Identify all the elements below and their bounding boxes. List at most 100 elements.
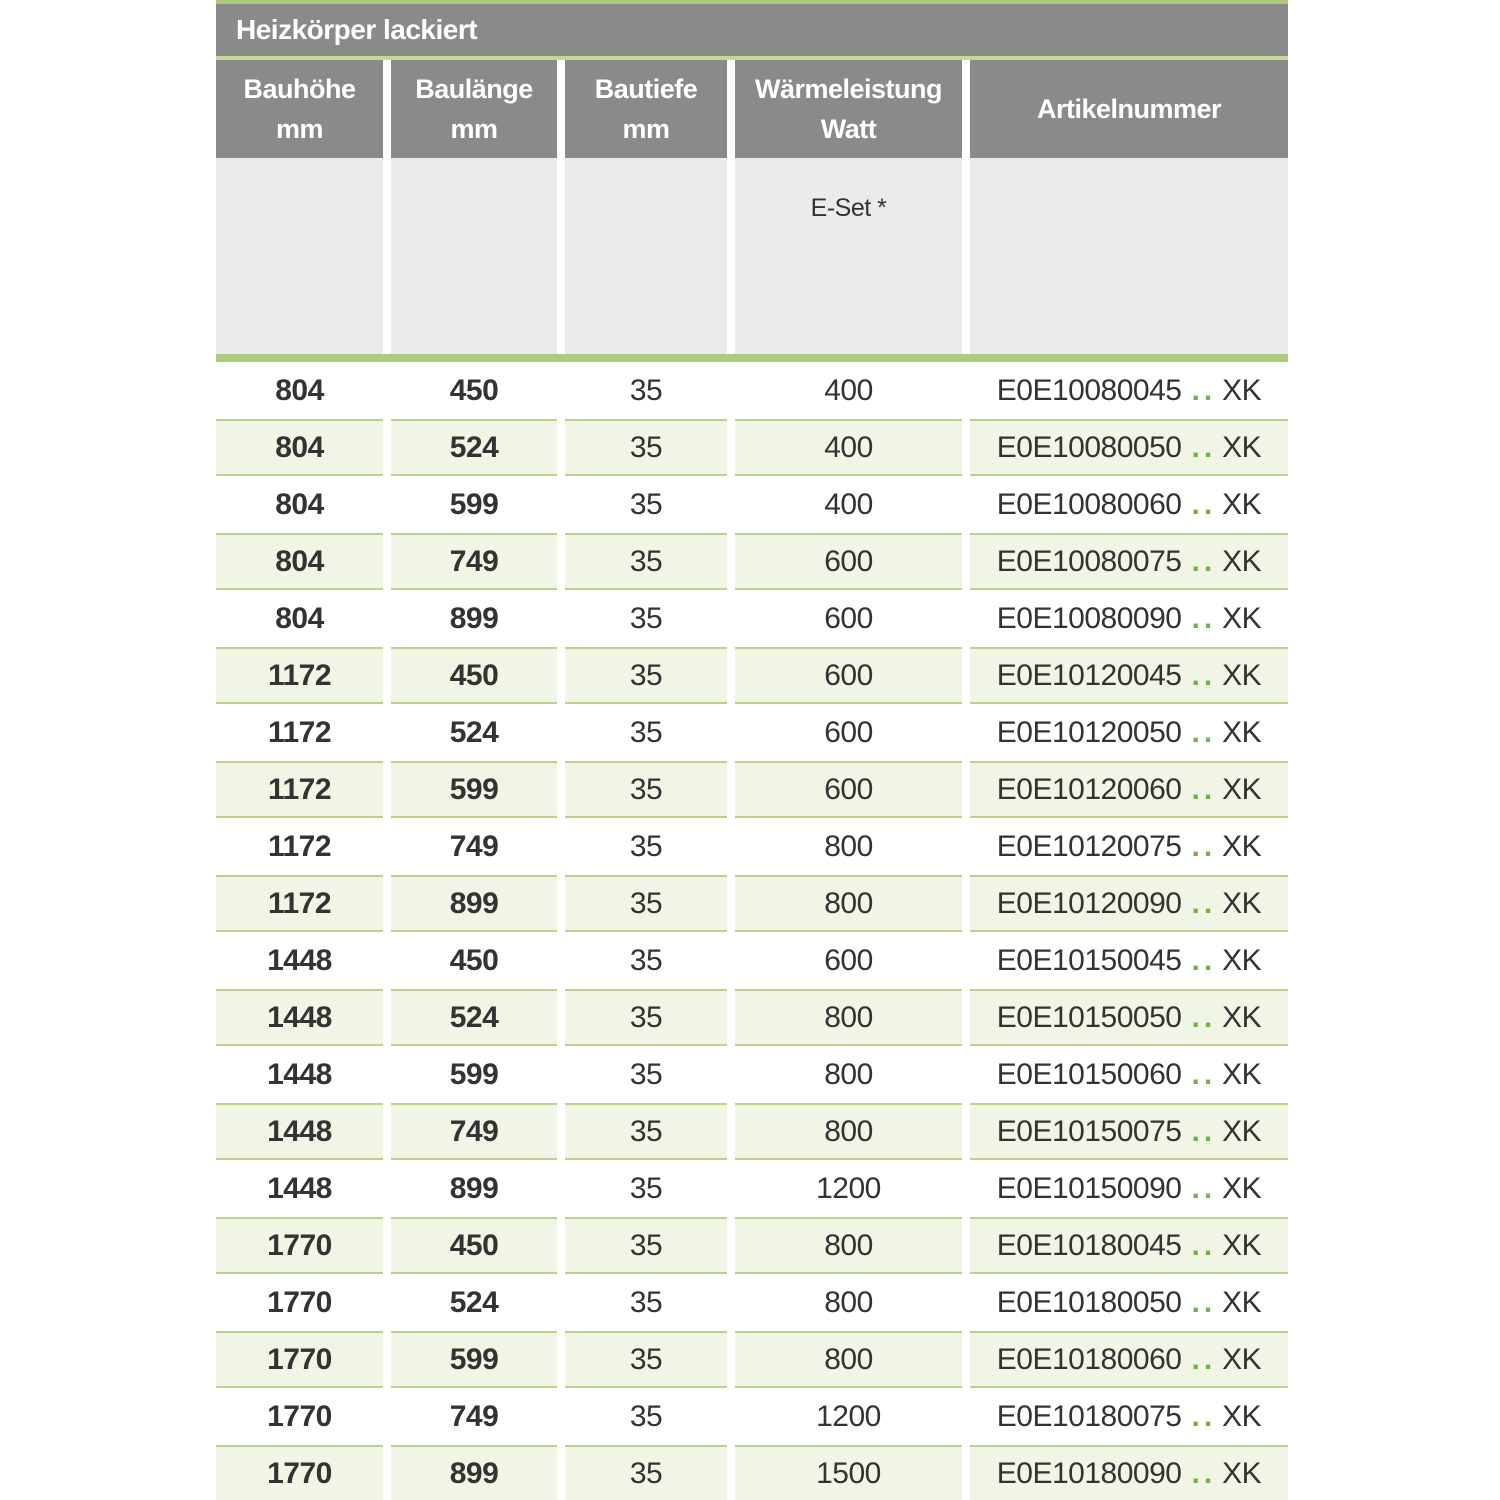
artikel-placeholder-dots: .. <box>1191 544 1217 578</box>
title-divider-line <box>216 56 1288 60</box>
cell-baulaenge: 450 <box>391 647 557 704</box>
artikel-suffix: XK <box>1222 658 1262 692</box>
artikel-suffix: XK <box>1222 1171 1262 1205</box>
artikel-code: E0E10150090 <box>996 1171 1182 1205</box>
column-header-waermeleistung: Wärmeleistung Watt <box>735 60 962 158</box>
artikel-code: E0E10150050 <box>996 1000 1182 1034</box>
cell-bautiefe: 35 <box>565 1445 727 1500</box>
cell-artikelnummer: E0E10180050.. XK <box>970 1274 1288 1331</box>
artikel-placeholder-dots: .. <box>1191 601 1217 635</box>
table-title-bar: Heizkörper lackiert <box>216 4 1288 56</box>
table-row: 804 899 35 600 E0E10080090.. XK <box>216 590 1288 647</box>
cell-baulaenge: 899 <box>391 1445 557 1500</box>
column-unit: mm <box>622 114 670 144</box>
artikel-suffix: XK <box>1222 1456 1262 1490</box>
table-row: 1172 599 35 600 E0E10120060.. XK <box>216 761 1288 818</box>
artikel-suffix: XK <box>1222 1000 1262 1034</box>
artikel-code: E0E10180060 <box>996 1342 1182 1376</box>
artikel-code: E0E10080060 <box>996 487 1182 521</box>
cell-waermeleistung: 800 <box>735 989 962 1046</box>
cell-baulaenge: 899 <box>449 601 499 635</box>
cell-baulaenge: 899 <box>391 875 557 932</box>
cell-bautiefe: 35 <box>629 829 663 863</box>
cell-bautiefe: 35 <box>629 487 663 521</box>
artikel-code: E0E10150060 <box>996 1057 1182 1091</box>
table-top-accent-line <box>216 0 1288 4</box>
cell-baulaenge: 524 <box>449 715 499 749</box>
cell-baulaenge: 599 <box>391 1331 557 1388</box>
table-row: 1770 599 35 800 E0E10180060.. XK <box>216 1331 1288 1388</box>
cell-bauhoehe: 1448 <box>267 1057 332 1091</box>
artikel-code: E0E10120075 <box>996 829 1182 863</box>
cell-waermeleistung: 600 <box>824 601 873 635</box>
cell-bauhoehe: 1770 <box>216 1217 383 1274</box>
artikel-suffix: XK <box>1222 544 1262 578</box>
header-separator-line <box>216 354 1288 362</box>
artikel-code: E0E10180050 <box>996 1285 1182 1319</box>
subheader-row: E-Set * <box>216 158 1288 354</box>
cell-artikelnummer: E0E10150050.. XK <box>970 989 1288 1046</box>
cell-bauhoehe: 1770 <box>267 1399 332 1433</box>
artikel-placeholder-dots: .. <box>1191 772 1217 806</box>
cell-bautiefe: 35 <box>565 647 727 704</box>
artikel-placeholder-dots: .. <box>1191 1399 1217 1433</box>
artikel-code: E0E10080045 <box>996 373 1182 407</box>
cell-bautiefe: 35 <box>565 1331 727 1388</box>
cell-waermeleistung: 600 <box>735 761 962 818</box>
artikel-suffix: XK <box>1222 1228 1262 1262</box>
cell-bautiefe: 35 <box>565 989 727 1046</box>
cell-waermeleistung: 600 <box>735 533 962 590</box>
cell-waermeleistung: 600 <box>824 943 873 977</box>
cell-bautiefe: 35 <box>629 1285 663 1319</box>
column-label: Baulänge <box>415 74 533 104</box>
cell-bauhoehe: 1448 <box>216 1103 383 1160</box>
artikel-placeholder-dots: .. <box>1191 943 1217 977</box>
cell-waermeleistung: 600 <box>824 715 873 749</box>
column-label: Bauhöhe <box>243 74 356 104</box>
cell-baulaenge: 524 <box>449 1285 499 1319</box>
artikel-suffix: XK <box>1222 430 1262 464</box>
subheader-cell-baulaenge <box>391 158 557 354</box>
cell-artikelnummer: E0E10150045.. XK <box>970 932 1288 989</box>
artikel-code: E0E10120045 <box>996 658 1182 692</box>
artikel-placeholder-dots: .. <box>1191 829 1217 863</box>
cell-bauhoehe: 1770 <box>216 1331 383 1388</box>
column-unit: mm <box>450 114 498 144</box>
cell-bautiefe: 35 <box>565 533 727 590</box>
artikel-code: E0E10120090 <box>996 886 1182 920</box>
artikel-placeholder-dots: .. <box>1191 1171 1217 1205</box>
cell-artikelnummer: E0E10080045.. XK <box>970 362 1288 419</box>
cell-artikelnummer: E0E10080050.. XK <box>970 419 1288 476</box>
cell-waermeleistung: 800 <box>824 1057 873 1091</box>
artikel-placeholder-dots: .. <box>1191 430 1217 464</box>
cell-baulaenge: 749 <box>449 829 499 863</box>
cell-artikelnummer: E0E10120050.. XK <box>970 704 1288 761</box>
cell-waermeleistung: 800 <box>824 1285 873 1319</box>
artikel-code: E0E10120060 <box>996 772 1182 806</box>
column-label: Bautiefe <box>594 74 698 104</box>
artikel-code: E0E10180090 <box>996 1456 1182 1490</box>
column-label: Artikelnummer <box>1036 94 1222 124</box>
artikel-suffix: XK <box>1222 1342 1262 1376</box>
cell-bauhoehe: 804 <box>275 487 324 521</box>
artikel-suffix: XK <box>1222 487 1262 521</box>
eset-label: E-Set * <box>810 194 887 222</box>
artikel-suffix: XK <box>1222 1285 1262 1319</box>
cell-waermeleistung: 800 <box>735 1103 962 1160</box>
cell-baulaenge: 749 <box>449 1399 499 1433</box>
table-row: 1172 899 35 800 E0E10120090.. XK <box>216 875 1288 932</box>
artikel-suffix: XK <box>1222 943 1262 977</box>
cell-artikelnummer: E0E10120045.. XK <box>970 647 1288 704</box>
cell-baulaenge: 899 <box>449 1171 499 1205</box>
artikel-suffix: XK <box>1222 1057 1262 1091</box>
artikel-placeholder-dots: .. <box>1191 1057 1217 1091</box>
cell-artikelnummer: E0E10150090.. XK <box>970 1160 1288 1217</box>
column-header-row: Bauhöhe mm Baulänge mm Bautiefe mm Wärme… <box>216 60 1288 158</box>
artikel-suffix: XK <box>1222 715 1262 749</box>
artikel-suffix: XK <box>1222 1114 1262 1148</box>
cell-waermeleistung: 600 <box>735 647 962 704</box>
table-body: 804 450 35 400 E0E10080045.. XK 804 524 35 400 E0E… <box>216 362 1288 1500</box>
cell-bauhoehe: 804 <box>216 533 383 590</box>
cell-bauhoehe: 1172 <box>216 875 383 932</box>
table-row: 1448 899 35 1200 E0E10150090.. XK <box>216 1160 1288 1217</box>
